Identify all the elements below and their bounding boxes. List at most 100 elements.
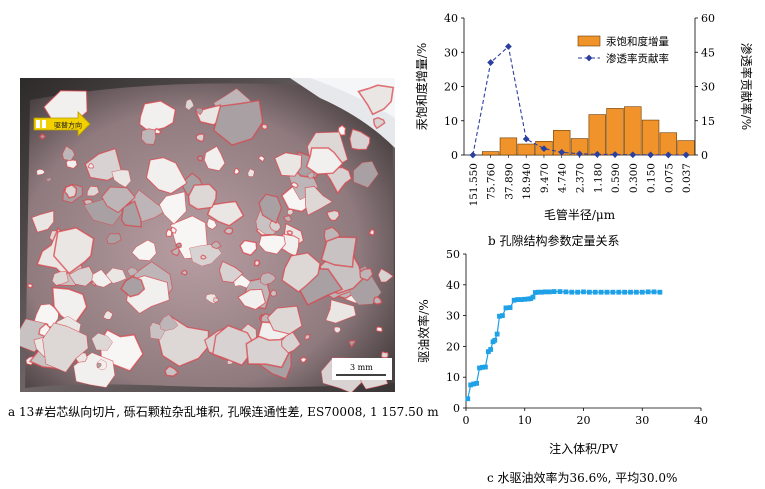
grain — [51, 271, 69, 286]
series-point — [507, 305, 513, 310]
bar — [481, 151, 500, 156]
grain — [299, 356, 308, 364]
series-point — [474, 380, 479, 386]
grain — [247, 168, 255, 178]
chart-pore-structure: 0 10 20 30 40 0 15 30 45 60 151.550 75.760 37.890 18.… — [414, 12, 754, 222]
grain — [106, 233, 122, 245]
legend-marker-line — [585, 54, 593, 62]
series-point — [482, 364, 488, 370]
y-tick-label-right: 15 — [701, 115, 715, 128]
y-tick-label-left: 20 — [444, 81, 458, 94]
y-tick-label-right: 60 — [701, 12, 715, 25]
series-point — [604, 289, 610, 295]
x-tick-label: 75.760 — [486, 163, 498, 200]
grain — [280, 331, 302, 354]
grain — [349, 128, 371, 151]
series-point — [503, 305, 509, 311]
grain — [258, 234, 286, 255]
grain — [290, 181, 299, 189]
x-axis-label: 注入体积/PV — [549, 441, 618, 456]
grain — [372, 116, 386, 130]
legend-label-bar: 汞饱和度增量 — [606, 35, 669, 48]
series-point — [610, 289, 616, 295]
grain — [213, 297, 219, 303]
series-point — [611, 151, 619, 158]
grain — [357, 84, 395, 116]
grain — [91, 332, 113, 351]
grain — [274, 152, 303, 177]
grain — [210, 241, 222, 250]
series-point — [569, 289, 575, 295]
grain — [206, 200, 245, 227]
grain — [304, 333, 311, 341]
grain — [159, 314, 179, 331]
y-tick-label-left: 30 — [444, 46, 458, 59]
series-point — [593, 150, 601, 158]
grain — [269, 220, 281, 232]
series-point — [645, 289, 651, 295]
grain — [377, 268, 394, 283]
series-point — [492, 337, 498, 343]
series-point — [500, 313, 505, 318]
series-point — [465, 396, 471, 402]
series-point — [522, 135, 530, 143]
series-point — [657, 289, 663, 295]
y-tick-label-left: 0 — [451, 149, 458, 162]
grain — [180, 269, 188, 276]
grain — [126, 267, 139, 277]
x-tick-label: 151.550 — [468, 163, 480, 206]
x-tick-label: 37.890 — [503, 163, 515, 200]
grain — [159, 191, 187, 225]
grain — [218, 260, 244, 284]
legend-label-line: 渗透率贡献率 — [606, 52, 669, 65]
series-point — [651, 289, 657, 295]
grain — [223, 227, 234, 235]
grain — [286, 229, 294, 236]
grain — [170, 246, 180, 257]
x-tick-label: 2.370 — [575, 163, 587, 193]
series-point — [682, 151, 690, 159]
y-tick-label: 10 — [446, 371, 460, 384]
series-point — [592, 289, 598, 295]
arrow-label: 驱替方向 — [54, 121, 82, 130]
series-point — [518, 297, 524, 302]
x-tick-label: 0.590 — [610, 163, 622, 193]
grain — [325, 299, 357, 324]
grain — [359, 267, 374, 282]
series-point — [586, 289, 592, 295]
series-point — [477, 365, 482, 371]
x-tick-label: 30 — [635, 414, 649, 427]
series-point — [664, 151, 672, 159]
bar — [499, 137, 518, 156]
grain — [372, 296, 383, 305]
grain — [120, 275, 146, 298]
bar — [624, 106, 642, 156]
y-tick-label-right: 0 — [701, 149, 708, 162]
grain — [105, 267, 127, 284]
series-point — [551, 289, 557, 294]
grain — [65, 159, 78, 169]
grain — [96, 362, 102, 369]
x-tick-label: 9.470 — [539, 163, 551, 193]
grain — [174, 242, 183, 249]
grain — [212, 324, 257, 366]
grain — [200, 254, 207, 260]
y-tick-label: 30 — [446, 310, 460, 323]
series-point — [494, 331, 500, 337]
x-tick-label: 10 — [518, 414, 532, 427]
series-point — [488, 347, 494, 352]
grain — [195, 107, 203, 116]
grain — [266, 305, 303, 335]
grain — [281, 252, 321, 293]
bar — [606, 108, 624, 156]
series-point — [575, 289, 581, 295]
series-point — [515, 297, 521, 302]
series-point — [505, 43, 512, 50]
x-tick-label: 20 — [577, 414, 591, 427]
grain — [257, 155, 265, 163]
x-tick-label: 18.940 — [521, 163, 533, 200]
series-point — [639, 289, 645, 295]
grain — [185, 98, 194, 111]
grain — [206, 217, 218, 230]
series-point — [558, 148, 566, 156]
